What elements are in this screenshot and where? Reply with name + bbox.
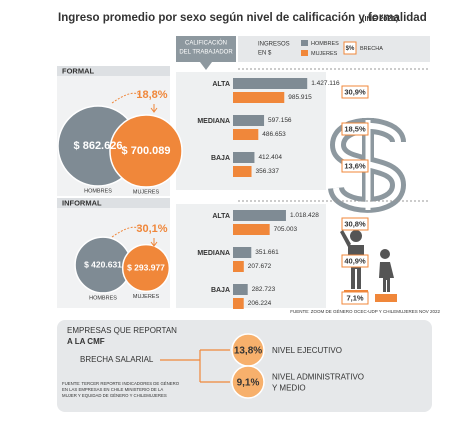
gap-value: 18,5%: [344, 124, 366, 133]
bar-label: 351.661: [255, 249, 279, 256]
gap-box: [341, 291, 369, 305]
bar-men: [233, 152, 255, 163]
cmf-title: EMPRESAS QUE REPORTAN: [67, 326, 177, 335]
level-name: BAJA: [211, 287, 230, 294]
title: Ingreso promedio por sexo según nivel de…: [58, 12, 427, 24]
gap-value: 40,9%: [344, 256, 366, 265]
gap-box: [341, 217, 369, 231]
cmf-connector: [160, 349, 230, 383]
legend-label: HOMBRES: [311, 41, 339, 47]
gap-value: 7,1%: [346, 293, 363, 302]
bar-label: 1.018.428: [290, 212, 319, 219]
bar-men: [233, 284, 248, 295]
section-band: [57, 66, 170, 76]
legend-swatch: [301, 50, 308, 56]
total-label: HOMBRES: [89, 295, 117, 301]
cmf-gap: 13,8%: [234, 346, 262, 357]
gap-value: 30,8%: [344, 219, 366, 228]
total-label: HOMBRES: [84, 188, 112, 194]
total-value: $ 420.631: [84, 259, 122, 269]
cmf-circle: [231, 365, 265, 399]
cmf-gap: 9,1%: [237, 378, 260, 389]
section-name: FORMAL: [62, 66, 94, 75]
bar-men: [233, 247, 252, 258]
legend-label: BRECHA: [360, 46, 383, 52]
cmf-source: EN LAS EMPRESAS EN CHILE MINISTERIO DE L…: [62, 387, 163, 392]
bar-men: [233, 78, 308, 89]
header-income: EN $: [258, 51, 272, 57]
section-name: INFORMAL: [62, 198, 102, 207]
gap-arrow: [150, 238, 158, 247]
level-name: BAJA: [211, 155, 230, 162]
total-gap: 30,1%: [136, 223, 167, 235]
total-label: MUJERES: [133, 189, 160, 195]
level-name: ALTA: [212, 213, 230, 220]
gap-box: [341, 85, 369, 99]
bar-label: 1.427.116: [311, 80, 340, 87]
bar-women: [233, 166, 252, 177]
bar-women: [233, 261, 244, 272]
cmf-source: MUJER Y EQUIDAD DE GÉNERO Y CHILEMUJERES: [62, 393, 167, 398]
gap-arrow: [111, 226, 141, 238]
bar-women: [233, 92, 285, 103]
level-name: ALTA: [212, 81, 230, 88]
bar-label: 705.003: [274, 226, 298, 233]
legend-swatch: [301, 40, 308, 46]
total-circle: [109, 114, 183, 188]
bar-label: 282.723: [252, 286, 276, 293]
source: FUENTE: ZOOM DE GÉNERO OCEC-UDP Y CHILEM…: [290, 308, 440, 314]
level-name: MEDIANA: [197, 118, 230, 125]
header-box: [176, 36, 236, 62]
cmf-label: BRECHA SALARIAL: [80, 355, 154, 364]
cmf-level: NIVEL EJECUTIVO: [272, 346, 342, 355]
gap-icon-box: [343, 41, 357, 55]
header-income: INGRESOS: [258, 42, 290, 48]
bar-label: 985.915: [288, 94, 312, 101]
legend-box: [238, 36, 430, 62]
bar-label: 486.653: [262, 131, 286, 138]
bar-women: [233, 224, 270, 235]
cmf-level: Y MEDIO: [272, 384, 306, 393]
gap-icon: $%: [346, 46, 355, 52]
gap-box: [341, 122, 369, 136]
total-gap: 18,8%: [136, 89, 167, 101]
section-band: [57, 198, 170, 208]
bar-women: [233, 298, 244, 309]
total-value: $ 862.626: [74, 140, 123, 152]
total-label: MUJERES: [133, 294, 160, 300]
bar-label: 412.404: [258, 154, 282, 161]
level-name: MEDIANA: [197, 250, 230, 257]
bar-women: [233, 129, 259, 140]
total-value: $ 700.089: [122, 145, 171, 157]
cmf-title: A LA CMF: [67, 337, 105, 346]
total-value: $ 293.977: [127, 262, 165, 272]
cmf-level: NIVEL ADMINISTRATIVO: [272, 373, 364, 382]
header-qualification: CALIFICACIÓN: [185, 40, 227, 47]
gap-value: 13,6%: [344, 161, 366, 170]
bar-label: 206.224: [248, 300, 272, 307]
gap-value: 30,9%: [344, 87, 366, 96]
gap-box: [341, 159, 369, 173]
bar-label: 207.672: [248, 263, 272, 270]
bar-men: [233, 210, 286, 221]
gap-arrow: [111, 92, 141, 104]
title-note: (INE 2021).: [362, 14, 400, 23]
gap-box: [341, 254, 369, 268]
legend-label: MUJERES: [311, 51, 338, 57]
total-circle: [121, 243, 171, 293]
bar-label: 356.337: [256, 168, 280, 175]
header-pointer: [200, 62, 212, 70]
bar-men: [233, 115, 265, 126]
cmf-source: FUENTE: TERCER REPORTE INDICADORES DE GÉ…: [62, 381, 180, 386]
gap-arrow: [150, 104, 158, 113]
bar-label: 597.156: [268, 117, 292, 124]
header-qualification: DEL TRABAJADOR: [179, 50, 233, 56]
